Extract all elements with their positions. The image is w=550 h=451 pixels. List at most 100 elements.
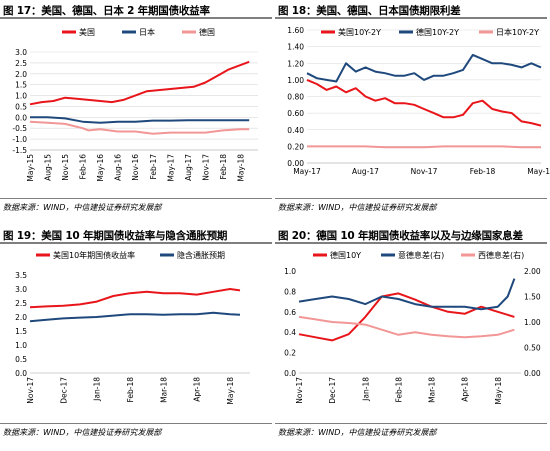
legend-label: 德国 xyxy=(199,27,215,37)
x-tick-label: Nov-15 xyxy=(61,154,70,181)
y2-tick-label: 2.00 xyxy=(524,267,541,276)
source-note: 数据来源：WIND，中信建投证券研究发展部 xyxy=(3,428,162,437)
y-tick-label: 2.0 xyxy=(15,70,27,79)
x-tick-label: May-17 xyxy=(166,154,175,182)
y-tick-label: 3.0 xyxy=(15,285,27,294)
y-tick-label: 0.00 xyxy=(287,159,304,168)
legend-label: 德国10Y-2Y xyxy=(416,27,459,37)
x-tick-label: Nov-17 xyxy=(201,154,210,181)
y-tick-label: 3.0 xyxy=(15,48,27,57)
y-tick-label: 0.4 xyxy=(284,328,296,337)
y-tick-label: 1.60 xyxy=(287,26,304,35)
x-tick-label: May-18 xyxy=(236,154,245,182)
y-tick-label: 1.5 xyxy=(15,327,27,336)
series-line xyxy=(30,116,250,124)
y-tick-label: 0.5 xyxy=(15,355,27,364)
source-note: 数据来源：WIND，中信建投证券研究发展部 xyxy=(278,203,437,212)
y-tick-label: -1.0 xyxy=(12,135,27,144)
x-tick-label: May-16 xyxy=(96,154,105,182)
x-tick-label: Nov-17 xyxy=(411,167,438,176)
legend-label: 美国10年期国债收益率 xyxy=(53,250,135,260)
chart-panel-20: 图 20：德国 10 年期国债收益率以及与边缘国家息差 0.0 0.2 0.4 0.6… xyxy=(275,225,550,450)
y-tick-label: 0.0 xyxy=(284,369,296,378)
source-divider xyxy=(275,423,547,424)
chart-panel-17: 图 17：美国、德国、日本 2 年期国债收益率 -1.5 -1.0 -0.5 0.0 0… xyxy=(0,0,275,225)
chart-title: 图 20：德国 10 年期国债收益率以及与边缘国家息差 xyxy=(278,230,523,242)
y2-tick-label: 1.50 xyxy=(524,293,541,302)
x-tick-label: Nov-16 xyxy=(131,154,140,181)
series-line xyxy=(307,145,541,149)
x-tick-label: Feb-18 xyxy=(470,167,496,176)
series-line xyxy=(298,315,515,339)
x-tick-label: May-15 xyxy=(26,154,35,182)
legend-label: 美国 xyxy=(79,27,95,37)
x-tick-label: Mar-18 xyxy=(428,377,437,403)
line-chart: -1.5 -1.0 -0.5 0.0 0.51.0 1.5 2.0 2.5 3.0 May-15 A… xyxy=(12,27,258,182)
y2-tick-label: 0.00 xyxy=(524,369,541,378)
y-tick-label: 1.0 xyxy=(15,92,27,101)
series-line xyxy=(29,311,241,323)
y-tick-label: 0.40 xyxy=(287,126,304,135)
x-tick-label: Aug-17 xyxy=(352,167,379,176)
x-tick-label: Feb-18 xyxy=(126,377,135,403)
source-divider xyxy=(0,423,272,424)
x-tick-label: Jan-18 xyxy=(93,377,102,402)
chart-panel-18: 图 18：美国、德国、日本国债期限利差 0.00 0.20 0.40 0.60 0.80… xyxy=(275,0,550,225)
line-chart: 0.00 0.20 0.40 0.60 0.80 1.00 1.20 1.40 1.60 May-… xyxy=(287,26,550,176)
x-tick-label: Apr-18 xyxy=(193,377,202,402)
x-tick-label: Apr-18 xyxy=(461,377,470,402)
y2-tick-label: 1.00 xyxy=(524,318,541,327)
legend-label: 日本 xyxy=(139,27,155,37)
x-tick-label: Jan-18 xyxy=(361,377,370,402)
source-note: 数据来源：WIND，中信建投证券研究发展部 xyxy=(278,428,437,437)
series-line xyxy=(306,53,542,83)
x-tick-label: Feb-17 xyxy=(149,154,158,180)
chart-title: 图 18：美国、德国、日本国债期限利差 xyxy=(278,5,461,17)
chart-panel-19: 图 19：美国 10 年期国债收益率与隐含通胀预期 0.0 0.5 1.0 1.5 2.… xyxy=(0,225,275,450)
x-tick-label: Mar-18 xyxy=(159,377,168,403)
y-tick-label: 1.5 xyxy=(15,81,27,90)
line-chart: 0.0 0.5 1.0 1.5 2.0 2.5 3.0 3.5 Nov-17 Dec-17 Jan-… xyxy=(15,250,250,405)
legend-label: 德国10Y xyxy=(330,250,361,260)
y-tick-label: -0.5 xyxy=(12,124,27,133)
source-note: 数据来源：WIND，中信建投证券研究发展部 xyxy=(3,203,162,212)
x-tick-label: May-18 xyxy=(494,377,503,405)
x-tick-label: Nov-17 xyxy=(295,377,304,404)
title-divider xyxy=(275,242,547,244)
series-line xyxy=(298,278,516,311)
series-line xyxy=(29,120,250,135)
chart-title: 图 17：美国、德国、日本 2 年期国债收益率 xyxy=(3,5,210,17)
legend-label: 意德息差(右) xyxy=(398,250,444,260)
legend-label: 日本10Y-2Y xyxy=(496,27,539,37)
y-tick-label: 1.0 xyxy=(15,341,27,350)
x-tick-label: May-18 xyxy=(226,377,235,405)
legend-label: 隐含通胀预期 xyxy=(177,250,225,260)
series-line xyxy=(29,288,241,309)
x-tick-label: Feb-18 xyxy=(219,154,228,180)
y-tick-label: -1.5 xyxy=(12,146,27,155)
x-tick-label: Nov-17 xyxy=(26,377,35,404)
x-tick-label: Dec-17 xyxy=(328,377,337,404)
y-tick-label: 2.5 xyxy=(15,59,27,68)
legend-label: 西德息差(右) xyxy=(478,250,524,260)
x-tick-label: Dec-17 xyxy=(59,377,68,404)
y-tick-label: 0.20 xyxy=(287,142,304,151)
x-tick-label: Aug-16 xyxy=(114,154,123,181)
y-tick-label: 0.6 xyxy=(284,308,296,317)
y-tick-label: 2.5 xyxy=(15,299,27,308)
y-tick-label: 0.0 xyxy=(15,113,27,122)
x-tick-label: Aug-17 xyxy=(184,154,193,181)
y-tick-label: 1.20 xyxy=(287,59,304,68)
title-divider xyxy=(0,17,272,19)
source-divider xyxy=(275,198,547,199)
y-tick-label: 3.5 xyxy=(15,271,27,280)
y-tick-label: 1.00 xyxy=(287,76,304,85)
series-line xyxy=(306,78,542,127)
line-chart: 0.0 0.2 0.4 0.6 0.8 1.0 0.00 0.50 1.00 1.50 2.00 No… xyxy=(284,250,541,405)
y-tick-label: 0.2 xyxy=(284,349,296,358)
y2-tick-label: 0.50 xyxy=(524,344,541,353)
x-tick-label: May-17 xyxy=(293,167,321,176)
y-tick-label: 0.5 xyxy=(15,102,27,111)
x-tick-label: Aug-15 xyxy=(44,154,53,181)
y-tick-label: 0.0 xyxy=(15,369,27,378)
